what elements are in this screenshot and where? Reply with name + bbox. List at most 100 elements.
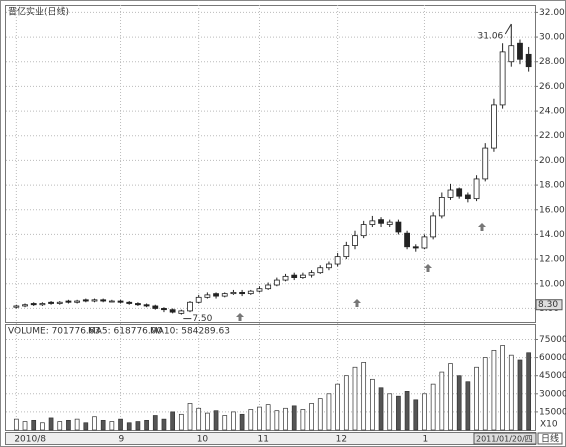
candle-body [39, 303, 46, 306]
volume-bar [378, 387, 384, 431]
candle-body [317, 267, 324, 274]
y-tick-label: 16.00 [539, 205, 565, 215]
volume-bar [222, 415, 228, 431]
volume-bar [265, 404, 271, 431]
volume-bar [161, 418, 167, 431]
candle-body [100, 299, 107, 302]
candle-body [430, 215, 437, 238]
volume-panel [5, 324, 536, 431]
volume-tick-label: 30000 [539, 389, 566, 399]
volume-bar [248, 409, 254, 431]
y-tick-label: 14.00 [539, 230, 565, 240]
x-tick-label: 1 [422, 435, 428, 445]
volume-value: VOLUME: 701776.63 [8, 327, 100, 337]
candle-body [143, 304, 150, 307]
volume-bar [152, 415, 158, 431]
y-tick-label: 18.00 [539, 181, 565, 191]
period-box [537, 432, 563, 445]
volume-bar [144, 419, 149, 431]
volume-bar [413, 399, 419, 431]
cursor-date-box [473, 432, 537, 445]
candle-body [169, 309, 176, 313]
candle-body [30, 303, 37, 306]
volume-bar [526, 352, 532, 431]
candle-body [360, 224, 367, 237]
volume-bar [491, 349, 497, 431]
volume-bar [196, 407, 202, 431]
volume-bar [404, 391, 410, 431]
candle-body [56, 301, 63, 304]
candle-body [412, 246, 419, 249]
volume-bar [456, 375, 462, 431]
x-tick-label: 12 [336, 435, 347, 445]
y-tick-label: 12.00 [539, 255, 565, 265]
candle-body [343, 245, 350, 258]
volume-bar [205, 412, 210, 431]
volume-bar [291, 405, 297, 431]
volume-bar [57, 421, 63, 431]
candle-body [352, 235, 358, 246]
volume-bar [118, 418, 123, 431]
candle-body [22, 304, 28, 307]
volume-bar [482, 357, 488, 431]
volume-bar [22, 421, 28, 431]
volume-bar [126, 422, 132, 431]
volume-bar [66, 419, 71, 431]
volume-bar [309, 403, 314, 431]
y-tick-label: 30.00 [539, 33, 565, 43]
volume-bar [343, 375, 349, 431]
candle-body [82, 299, 89, 302]
volume-tick-label: 60000 [539, 353, 566, 363]
candle-body [508, 45, 515, 63]
candle-body [447, 189, 454, 198]
candle-body [126, 301, 133, 304]
candle-body [204, 294, 211, 298]
y-tick-label: 10.00 [539, 279, 565, 289]
y-tick-label: 32.00 [539, 8, 565, 18]
volume-bar [48, 417, 54, 431]
candle-body [221, 293, 228, 297]
up-arrows [236, 223, 486, 321]
volume-bar [31, 419, 37, 431]
candle-body [65, 300, 72, 303]
volume-bar [239, 413, 245, 431]
price-marker-box [535, 299, 563, 311]
high-leader [504, 23, 512, 35]
candle-body [213, 293, 219, 297]
candle-body [282, 275, 289, 281]
volume-header: VOLUME: 701776.63 MA5: 618776.00 MA10: 5… [8, 327, 230, 337]
volume-bar [83, 422, 89, 431]
candle-body [230, 291, 237, 295]
volume-bar [187, 403, 193, 431]
volume-bar [13, 418, 19, 431]
volume-bar [517, 359, 523, 431]
candle-body [48, 301, 54, 304]
candle-body [108, 300, 115, 303]
volume-bar [100, 419, 106, 431]
candle-body [91, 299, 98, 302]
candle-body [273, 279, 280, 286]
x-tick-label: 2010/8 [14, 435, 46, 445]
candle-body [464, 194, 471, 200]
x-tick-label: 11 [257, 435, 268, 445]
price-marker-label: 8.30 [538, 300, 558, 310]
volume-bar [109, 421, 115, 431]
chart-title: 晋亿实业(日线) [8, 6, 69, 18]
volume-bar [326, 393, 332, 431]
candle-body [404, 232, 410, 248]
candle-body [187, 301, 193, 312]
volume-unit: X10 [540, 420, 558, 430]
x-tick-label: 9 [119, 435, 125, 445]
low-label: 7.50 [192, 314, 212, 324]
candle-body [517, 42, 523, 60]
candle-body [482, 147, 489, 180]
arrow-icon [353, 299, 361, 307]
volume-bar [335, 383, 340, 431]
candle-body [421, 236, 428, 249]
volume-bar [448, 363, 453, 431]
candle-body [308, 272, 315, 276]
candle-body [135, 303, 141, 306]
volume-bar [231, 411, 236, 431]
volume-bar [92, 416, 97, 431]
